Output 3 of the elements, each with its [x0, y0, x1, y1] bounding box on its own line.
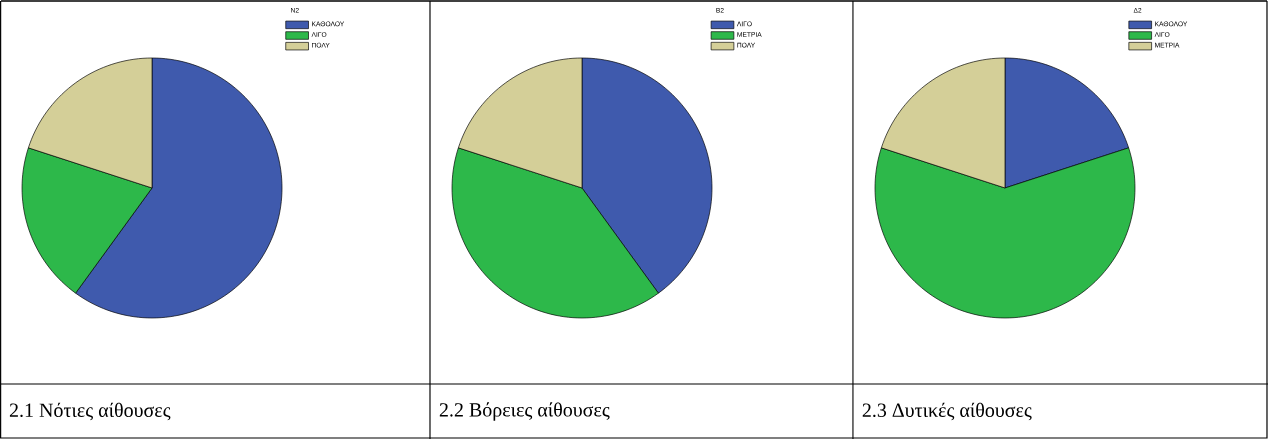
text: 2.2 Βόρειες αίθουσες — [439, 402, 610, 421]
text: 2.1 Νότιες αίθουσες — [9, 402, 171, 421]
text: 2.3 Δυτικές αίθουσες — [862, 402, 1032, 421]
